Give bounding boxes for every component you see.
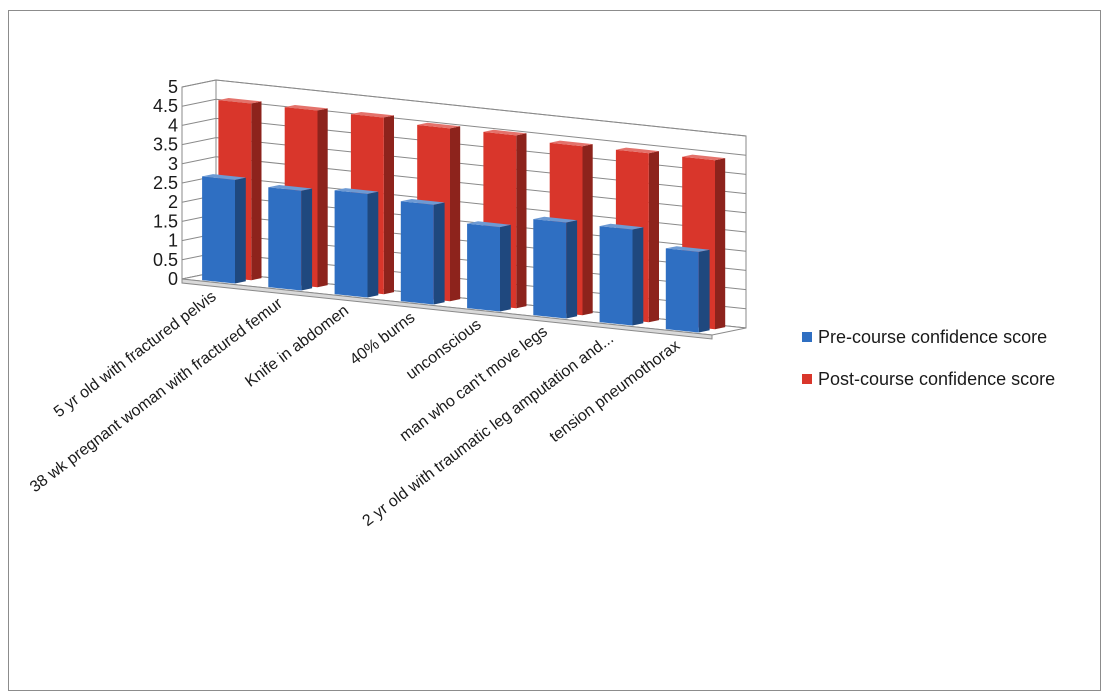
legend: Pre-course confidence score Post-course … — [802, 327, 1055, 389]
chart-bars — [202, 98, 726, 333]
y-tick-label: 3 — [168, 154, 178, 174]
x-tick-label: tension pneumothorax — [547, 337, 684, 446]
legend-swatch-post — [802, 374, 812, 384]
bar-pre-7 — [665, 246, 710, 333]
y-tick-label: 5 — [168, 77, 178, 97]
bar-pre-3 — [400, 199, 445, 305]
x-tick-label: unconscious — [403, 316, 484, 383]
y-tick-label: 1 — [168, 231, 178, 251]
y-tick-label: 4.5 — [153, 96, 178, 116]
bar-pre-1 — [268, 185, 313, 291]
y-axis-ticks: 00.511.522.533.544.55 — [153, 77, 178, 289]
y-tick-label: 1.5 — [153, 211, 178, 231]
y-tick-label: 0.5 — [153, 250, 178, 270]
y-tick-label: 2 — [168, 192, 178, 212]
bar-pre-5 — [533, 216, 578, 319]
x-tick-label: 40% burns — [347, 309, 418, 369]
legend-label-post: Post-course confidence score — [818, 369, 1055, 389]
y-tick-label: 2.5 — [153, 173, 178, 193]
y-tick-label: 3.5 — [153, 135, 178, 155]
gridline — [181, 79, 747, 137]
y-tick-label: 0 — [168, 269, 178, 289]
x-tick-label: man who can't move legs — [397, 323, 551, 445]
bar-pre-4 — [467, 221, 511, 312]
gridline — [181, 98, 747, 156]
bar-pre-0 — [202, 174, 246, 284]
y-tick-label: 4 — [168, 115, 178, 135]
bar-pre-2 — [334, 188, 379, 298]
floor-edge — [181, 278, 713, 340]
legend-label-pre: Pre-course confidence score — [818, 327, 1047, 347]
bar-pre-6 — [599, 223, 644, 326]
legend-swatch-pre — [802, 332, 812, 342]
